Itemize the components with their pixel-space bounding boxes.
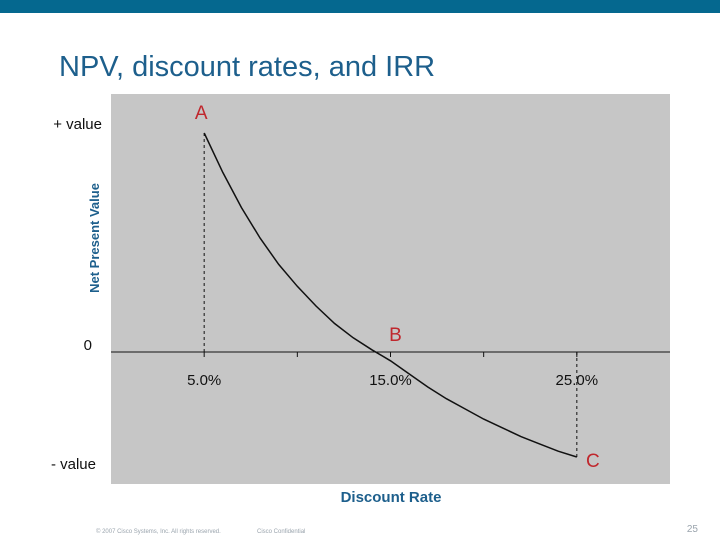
footer-confidential: Cisco Confidential	[257, 529, 306, 535]
point-labels: A B C	[195, 103, 600, 472]
page-title: NPV, discount rates, and IRR	[59, 51, 436, 83]
x-axis-title: Discount Rate	[341, 489, 442, 506]
npv-curve	[203, 132, 578, 458]
footer-copyright: © 2007 Cisco Systems, Inc. All rights re…	[96, 529, 221, 535]
point-label-c: C	[586, 451, 600, 472]
y-label-bottom: - value	[51, 456, 96, 473]
plot-background	[111, 94, 670, 484]
y-label-top: + value	[53, 116, 102, 133]
y-label-zero: 0	[84, 337, 92, 354]
point-label-b: B	[389, 325, 402, 346]
y-axis-title: Net Present Value	[87, 183, 102, 293]
x-tick-label-1: 15.0%	[369, 372, 412, 389]
top-banner	[0, 0, 720, 13]
x-tick-labels: 5.0% 15.0% 25.0%	[187, 372, 598, 389]
drop-lines	[203, 133, 578, 457]
page-number: 25	[686, 524, 698, 535]
x-tick-label-2: 25.0%	[556, 372, 599, 389]
x-tick-label-0: 5.0%	[187, 372, 221, 389]
point-label-a: A	[195, 103, 208, 124]
